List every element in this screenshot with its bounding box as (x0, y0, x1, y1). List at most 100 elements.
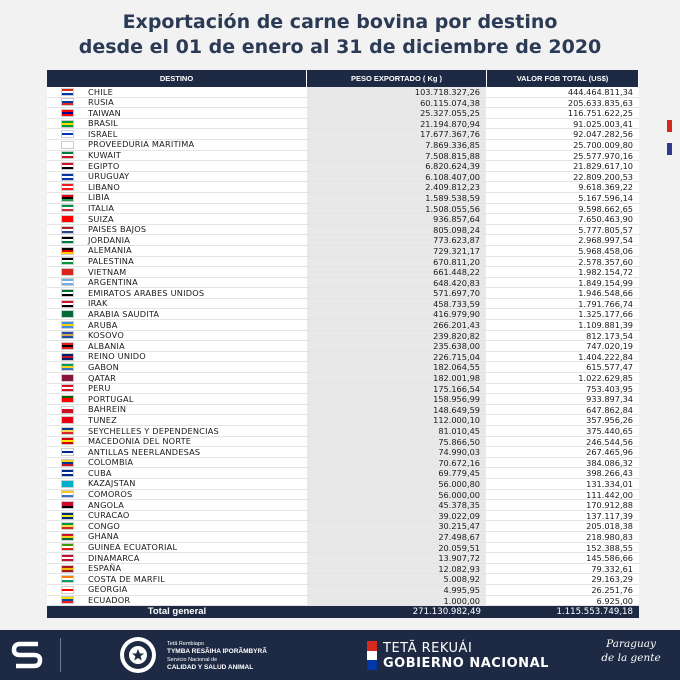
side-accent-red (667, 120, 672, 132)
cell-valor: 22.809.200,53 (573, 171, 633, 182)
cell-peso: 226.715,04 (307, 351, 487, 362)
cell-peso: 805.098,24 (307, 224, 487, 235)
institution-block: Tetã Rembiapo TYMBA RESÃIHA IPORÃMBYRÃ S… (167, 640, 267, 672)
country-flag-icon (61, 225, 74, 234)
table-row: COLOMBIA 70.672,16 384.086,32 (47, 457, 639, 469)
table-row: ANGOLA 45.378,35 170.912,88 (47, 500, 639, 511)
cell-valor: 753.403,95 (586, 383, 633, 394)
cell-peso: 182.001,98 (307, 373, 487, 383)
cell-destino: GHANA (47, 531, 307, 542)
country-flag-icon (61, 119, 74, 128)
cell-valor: 29.163,29 (591, 574, 633, 585)
destino-name: PROVEEDURIA MARITIMA (88, 139, 195, 150)
country-flag-icon (61, 426, 74, 435)
table-row: CONGO 30.215,47 205.018,38 (47, 521, 639, 532)
destino-name: CONGO (88, 520, 121, 531)
cell-valor: 111.442,00 (586, 489, 633, 500)
cell-destino: COLOMBIA (47, 457, 307, 468)
cell-valor: 1.791.766,74 (578, 298, 633, 309)
destino-name: EGIPTO (88, 160, 120, 171)
cell-destino: PROVEEDURIA MARITIMA (47, 139, 307, 150)
cell-valor: 25.700.009,80 (573, 139, 633, 150)
destino-name: QATAR (88, 372, 117, 383)
cell-peso: 1.000,00 (307, 595, 487, 606)
cell-destino: CUBA (47, 468, 307, 478)
cell-valor: 170.912,88 (586, 500, 633, 511)
cell-destino: SUIZA (47, 214, 307, 224)
table-row: SEYCHELLES Y DEPENDENCIAS 81.010,45 375.44… (47, 426, 639, 437)
country-flag-icon (61, 87, 74, 96)
country-flag-icon (61, 500, 74, 509)
cell-peso: 648.420,83 (307, 277, 487, 288)
table-row: ARUBA 266.201,43 1.109.881,39 (47, 320, 639, 331)
cell-destino: REINO UNIDO (47, 351, 307, 362)
destino-name: PAISES BAJOS (88, 224, 147, 235)
cell-peso: 148.649,59 (307, 404, 487, 415)
cell-peso: 45.378,35 (307, 500, 487, 510)
country-flag-icon (61, 490, 74, 499)
cell-valor: 205.633.835,63 (567, 97, 633, 108)
cell-peso: 239.820,82 (307, 330, 487, 341)
cell-peso: 60.115.074,38 (307, 97, 487, 108)
table-row: ECUADOR 1.000,00 6.925,00 (47, 595, 639, 607)
table-row: TUNEZ 112.000,10 357.956,26 (47, 415, 639, 426)
country-flag-icon (61, 214, 74, 223)
cell-peso: 235.638,00 (307, 341, 487, 351)
destino-name: COSTA DE MARFIL (88, 573, 166, 584)
cell-valor: 2.968.997,54 (578, 235, 633, 246)
cell-peso: 103.718.327,26 (307, 87, 487, 97)
cell-peso: 74.990,03 (307, 447, 487, 457)
table-row: PALESTINA 670.811,20 2.578.357,60 (47, 256, 639, 268)
cell-peso: 13.907,72 (307, 553, 487, 563)
cell-destino: URUGUAY (47, 171, 307, 182)
table-row: TAIWAN 25.327.055,25 116.751.622,25 (47, 108, 639, 119)
destino-name: KOSOVO (88, 330, 124, 341)
cell-peso: 936.857,64 (307, 214, 487, 224)
destino-name: URUGUAY (88, 171, 130, 182)
cell-destino: ARUBA (47, 320, 307, 330)
country-flag-icon (61, 522, 74, 531)
cell-peso: 416.979,90 (307, 309, 487, 319)
destino-name: PERU (88, 383, 111, 394)
cell-peso: 12.082,93 (307, 563, 487, 574)
title-line-1: Exportación de carne bovina por destino (122, 11, 558, 33)
table-row: CURACAO 39.022,09 137.117,39 (47, 510, 639, 522)
cell-destino: ALBANIA (47, 341, 307, 351)
cell-peso: 2.409.812,23 (307, 182, 487, 192)
cell-destino: QATAR (47, 373, 307, 383)
total-valor: 1.115.553.749,18 (556, 607, 633, 618)
paraguay-flag-icon (367, 641, 377, 670)
title-line-2: desde el 01 de enero al 31 de diciembre … (78, 36, 602, 58)
table-row: REINO UNIDO 226.715,04 1.404.222,84 (47, 351, 639, 363)
cell-valor: 2.578.357,60 (578, 256, 633, 267)
destino-name: GUINEA ECUATORIAL (88, 542, 178, 553)
cell-peso: 266.201,43 (307, 320, 487, 330)
destino-name: PORTUGAL (88, 393, 134, 404)
destino-name: EMIRATOS ARABES UNIDOS (88, 287, 205, 298)
destino-name: ITALIA (88, 203, 115, 214)
country-flag-icon (61, 172, 74, 181)
cell-destino: LIBIA (47, 192, 307, 203)
cell-destino: VIETNAM (47, 267, 307, 277)
cell-valor: 375.440,65 (586, 426, 633, 436)
cell-peso: 6.820.624,39 (307, 161, 487, 171)
cell-peso: 75.866,50 (307, 436, 487, 447)
table-row: COMOROS 56.000,00 111.442,00 (47, 489, 639, 501)
table-row: BRASIL 21.194.870,94 91.025.003,41 (47, 118, 639, 130)
destino-name: ANGOLA (88, 499, 125, 510)
cell-peso: 175.166,54 (307, 383, 487, 394)
table-row: EMIRATOS ARABES UNIDOS 571.697,70 1.946.54… (47, 288, 639, 299)
cell-valor: 647.862,84 (586, 404, 633, 415)
country-flag-icon (61, 437, 74, 446)
destino-name: KAZAJSTAN (88, 478, 136, 489)
cell-valor: 398.266,43 (586, 468, 633, 479)
destino-name: DINAMARCA (88, 552, 140, 563)
cell-valor: 145.586,66 (586, 553, 633, 564)
cell-valor: 137.117,39 (586, 510, 633, 521)
table-row: ALBANIA 235.638,00 747.020,19 (47, 341, 639, 352)
country-flag-icon (61, 267, 74, 276)
cell-peso: 182.064,55 (307, 362, 487, 372)
country-flag-icon (61, 352, 74, 361)
destino-name: VIETNAM (88, 266, 127, 277)
service-small: Servicio Nacional de (167, 657, 218, 663)
